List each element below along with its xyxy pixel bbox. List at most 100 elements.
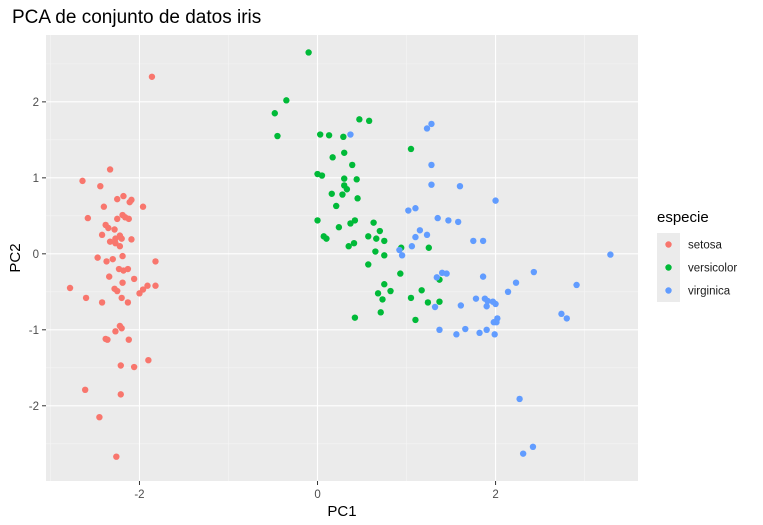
data-point-virginica — [423, 231, 431, 239]
data-point-virginica — [405, 207, 412, 214]
legend-item-versicolor: versicolor — [657, 256, 737, 279]
major-grid — [46, 35, 638, 481]
x-axis-title: PC1 — [327, 503, 356, 520]
data-point-setosa — [145, 356, 152, 364]
data-point-virginica — [519, 450, 527, 457]
data-point-versicolor — [353, 176, 360, 183]
data-point-versicolor — [316, 131, 324, 138]
data-point-setosa — [152, 258, 159, 265]
data-point-virginica — [492, 300, 499, 308]
data-point-setosa — [125, 215, 132, 223]
data-point-virginica — [457, 302, 465, 309]
data-point-virginica — [504, 288, 512, 296]
data-point-setosa — [98, 231, 106, 239]
data-point-virginica — [398, 252, 406, 259]
data-point-versicolor — [365, 261, 372, 268]
data-point-versicolor — [314, 217, 321, 224]
data-point-versicolor — [376, 227, 384, 235]
data-point-virginica — [412, 233, 419, 241]
data-point-virginica — [516, 395, 523, 403]
data-point-virginica — [428, 181, 435, 188]
data-point-versicolor — [350, 239, 358, 247]
data-point-setosa — [114, 215, 121, 223]
data-point-virginica — [462, 325, 469, 333]
data-point-virginica — [470, 237, 477, 245]
series-virginica — [347, 120, 614, 457]
y-tick-label: 2 — [33, 97, 39, 109]
data-point-virginica — [530, 268, 538, 276]
data-point-setosa — [106, 273, 113, 280]
legend-key-point — [665, 241, 672, 248]
y-tick-label: -2 — [29, 401, 39, 413]
data-point-setosa — [117, 391, 124, 398]
data-point-versicolor — [407, 294, 415, 302]
data-point-setosa — [120, 192, 127, 200]
chart-title: PCA de conjunto de datos iris — [12, 7, 261, 28]
data-point-setosa — [120, 267, 127, 274]
data-point-versicolor — [370, 219, 377, 226]
data-point-versicolor — [351, 314, 359, 321]
data-point-virginica — [445, 217, 452, 224]
data-point-virginica — [453, 331, 460, 338]
data-point-versicolor — [333, 202, 340, 210]
data-point-setosa — [103, 258, 110, 265]
data-point-setosa — [144, 282, 151, 289]
data-point-setosa — [113, 453, 120, 460]
data-point-virginica — [558, 310, 565, 318]
data-point-virginica — [490, 319, 497, 326]
data-point-setosa — [118, 294, 125, 302]
data-points — [66, 49, 614, 460]
data-point-virginica — [607, 251, 614, 258]
data-point-setosa — [118, 325, 125, 332]
data-point-setosa — [81, 386, 89, 394]
data-point-versicolor — [305, 49, 312, 56]
data-point-versicolor — [325, 132, 333, 139]
data-point-virginica — [483, 326, 490, 334]
series-setosa — [66, 73, 159, 460]
x-axis: -2 0 2 — [134, 481, 499, 501]
data-point-versicolor — [340, 133, 347, 141]
data-point-virginica — [433, 274, 441, 281]
minor-grid — [46, 35, 638, 481]
data-point-versicolor — [328, 190, 335, 197]
data-point-setosa — [66, 284, 74, 292]
data-point-virginica — [563, 315, 570, 322]
data-point-versicolor — [377, 309, 384, 316]
data-point-versicolor — [349, 161, 356, 169]
data-point-versicolor — [365, 233, 372, 240]
y-tick-label: 1 — [33, 173, 39, 185]
y-tick-label: -1 — [29, 325, 39, 337]
data-point-versicolor — [335, 224, 343, 231]
data-point-versicolor — [387, 287, 394, 295]
data-point-versicolor — [412, 316, 419, 324]
data-point-virginica — [396, 246, 403, 254]
data-point-setosa — [98, 299, 106, 306]
data-point-setosa — [130, 363, 138, 371]
data-point-setosa — [128, 236, 135, 243]
plot-panel — [46, 35, 638, 481]
legend-key-point — [665, 264, 672, 271]
data-point-virginica — [454, 218, 462, 226]
legend-item-setosa: setosa — [657, 233, 722, 256]
data-point-versicolor — [365, 117, 373, 125]
data-point-versicolor — [354, 195, 361, 202]
data-point-virginica — [434, 214, 441, 222]
data-point-setosa — [100, 203, 108, 210]
data-point-virginica — [436, 326, 443, 334]
legend-item-virginica: virginica — [657, 279, 731, 302]
data-point-setosa — [109, 255, 116, 263]
data-point-setosa — [94, 254, 101, 261]
data-point-versicolor — [436, 298, 443, 305]
data-point-virginica — [423, 125, 431, 132]
data-point-versicolor — [341, 149, 348, 156]
data-point-virginica — [408, 243, 416, 250]
data-point-virginica — [443, 270, 450, 277]
legend-label: virginica — [688, 286, 731, 298]
legend-key-point — [665, 287, 672, 294]
data-point-virginica — [512, 279, 520, 286]
data-point-setosa — [125, 336, 132, 343]
data-point-setosa — [111, 226, 118, 233]
data-point-setosa — [119, 279, 126, 286]
data-point-setosa — [114, 287, 121, 295]
